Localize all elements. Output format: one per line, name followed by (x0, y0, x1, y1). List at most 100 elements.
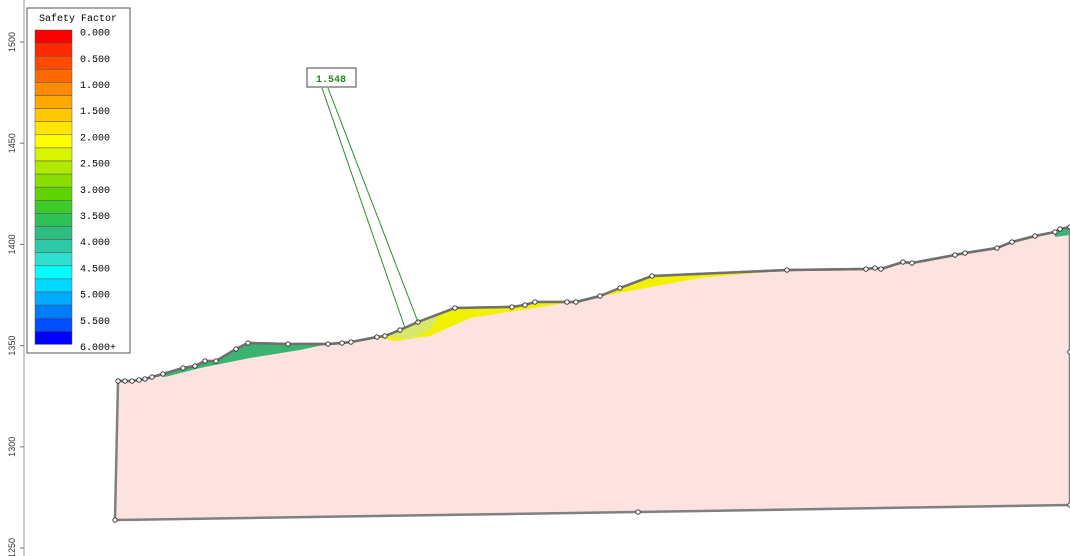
legend-swatch (34, 29, 73, 44)
tick-label: 1300 (7, 437, 17, 457)
legend-swatch (34, 200, 73, 214)
vertex (617, 285, 623, 291)
legend-swatch (34, 147, 73, 162)
vertex (878, 266, 884, 272)
vertex (285, 341, 291, 347)
vertex (522, 302, 528, 308)
soil-region (113, 225, 1070, 522)
vertex (142, 376, 148, 382)
vertex (382, 333, 388, 339)
vertex (452, 305, 458, 311)
legend-swatch (34, 265, 73, 280)
vertex (374, 334, 380, 340)
legend-title: Safety Factor (39, 13, 117, 25)
vertex (213, 358, 219, 364)
legend-swatch (34, 134, 73, 149)
vertex (136, 377, 142, 383)
vertex (573, 299, 579, 305)
vertex (202, 358, 208, 364)
vertex (1052, 229, 1058, 235)
leader-line (321, 87, 406, 329)
vertex (962, 250, 968, 256)
legend-swatch (34, 291, 73, 306)
legend-label: 0.500 (80, 55, 110, 66)
vertex (397, 327, 403, 333)
legend-swatch (34, 69, 73, 83)
vertex (900, 259, 906, 265)
vertex (1067, 224, 1070, 230)
legend-label: 3.500 (80, 212, 110, 223)
vertex (635, 509, 641, 515)
vertex (597, 293, 603, 299)
vertex (149, 374, 155, 380)
vertex (1067, 502, 1070, 508)
legend: 0.000 0.500 1.000 1.500 2.000 2.500 3.000 3.500… (34, 29, 116, 354)
legend-swatch (34, 186, 73, 201)
legend-swatch (34, 95, 73, 109)
legend-swatch (34, 213, 73, 227)
legend-swatch (34, 317, 73, 332)
legend-swatch (34, 252, 73, 267)
vertex (952, 252, 958, 258)
legend-label: 6.000+ (80, 343, 116, 354)
vertex (160, 371, 166, 377)
vertex (1057, 226, 1063, 232)
vertex (192, 363, 198, 369)
legend-label: 2.500 (80, 160, 110, 171)
annotation: 1.548 (316, 75, 346, 86)
vertex (339, 340, 345, 346)
vertex (1009, 239, 1015, 245)
vertices (112, 224, 1070, 523)
vertex (872, 265, 878, 271)
legend-label: 0.000 (80, 29, 110, 40)
vertex (1032, 233, 1038, 239)
vertex (245, 340, 251, 346)
legend-swatch (34, 304, 73, 319)
vertex (112, 517, 118, 523)
legend-label: 2.000 (80, 133, 110, 144)
legend-label: 5.000 (80, 291, 110, 302)
legend-swatch (34, 331, 73, 345)
tick-label: 1350 (7, 336, 17, 356)
vertex (863, 266, 869, 272)
vertex (129, 378, 135, 384)
legend-swatch (34, 160, 73, 175)
vertex (180, 365, 186, 371)
legend-swatch (34, 42, 73, 57)
vertex (348, 339, 354, 345)
y-axis: 1500 1450 1400 1350 1300 1250 (7, 32, 24, 556)
legend-label: 1.500 (80, 107, 110, 118)
leader-line (327, 87, 419, 323)
legend-label: 5.500 (80, 317, 110, 328)
vertex (509, 304, 515, 310)
tick-label: 1450 (7, 133, 17, 153)
legend-swatch (34, 108, 73, 122)
vertex (784, 267, 790, 273)
legend-label: 3.000 (80, 186, 110, 197)
legend-label: 4.000 (80, 238, 110, 249)
vertex (649, 273, 655, 279)
tick-label: 1400 (7, 234, 17, 254)
annotation-box (306, 67, 357, 88)
legend-swatch (34, 278, 73, 293)
legend-swatch (34, 121, 73, 136)
vertex (909, 260, 915, 266)
legend-swatch (34, 173, 73, 188)
vertex (1067, 349, 1070, 355)
vertex (994, 245, 1000, 251)
vertex (122, 378, 128, 384)
legend-swatch (34, 226, 73, 240)
vertex (233, 346, 239, 352)
tick-label: 1250 (7, 538, 17, 556)
legend-swatch (34, 82, 73, 96)
vertex (115, 378, 121, 384)
slip-surface (385, 314, 440, 339)
vertex (564, 299, 570, 305)
legend-swatch (34, 239, 73, 253)
vertex (532, 299, 538, 305)
low-fs-zone-green-right (1055, 227, 1070, 237)
low-fs-zone-green (163, 343, 328, 377)
legend-label: 4.500 (80, 264, 110, 275)
tick-label: 1500 (7, 32, 17, 52)
